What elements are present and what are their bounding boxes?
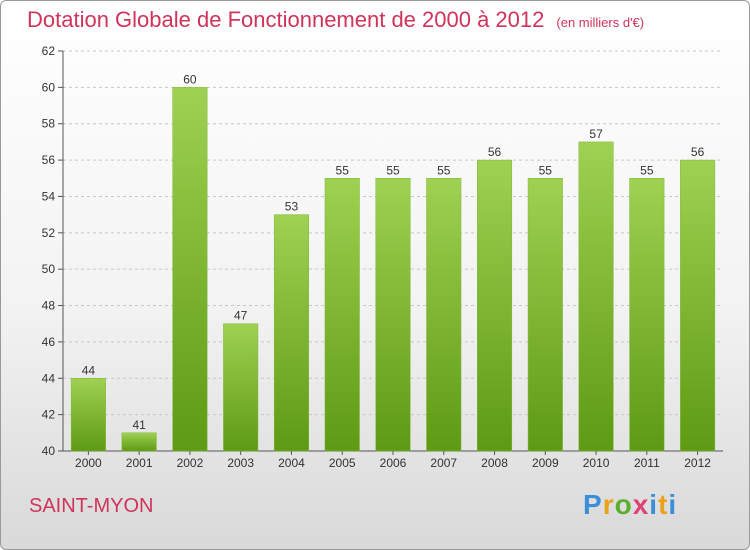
- bar-2012: [680, 159, 716, 452]
- x-tick-label: 2001: [126, 456, 153, 470]
- y-tick-label: 44: [42, 371, 56, 385]
- y-tick-label: 40: [42, 444, 56, 458]
- bar-2005: [324, 178, 360, 452]
- y-tick-label: 42: [42, 408, 56, 422]
- proxiti-logo: Proxiti: [583, 489, 678, 520]
- x-tick-label: 2004: [278, 456, 305, 470]
- x-tick-label: 2010: [583, 456, 610, 470]
- bar-2008: [477, 159, 513, 452]
- bar-value-label: 41: [132, 418, 146, 432]
- x-tick-label: 2009: [532, 456, 559, 470]
- bar-2006: [375, 178, 411, 452]
- bar-value-label: 55: [640, 163, 654, 177]
- x-tick-label: 2011: [634, 456, 660, 470]
- bar-value-label: 57: [589, 127, 603, 141]
- y-tick-label: 58: [42, 117, 56, 131]
- bar-value-label: 55: [386, 163, 400, 177]
- bar-value-label: 53: [285, 200, 299, 214]
- y-tick-label: 56: [42, 153, 56, 167]
- bar-2009: [527, 178, 563, 452]
- x-tick-label: 2007: [430, 456, 457, 470]
- bar-value-label: 55: [539, 163, 553, 177]
- bar-2007: [426, 178, 462, 452]
- bar-value-label: 44: [82, 363, 96, 377]
- bar-2002: [172, 87, 208, 452]
- y-tick-label: 46: [42, 335, 56, 349]
- y-tick-label: 48: [42, 299, 56, 313]
- bar-2011: [629, 178, 665, 452]
- bar-2003: [223, 323, 259, 452]
- x-tick-label: 2002: [177, 456, 204, 470]
- bar-value-label: 47: [234, 309, 248, 323]
- x-tick-label: 2000: [75, 456, 102, 470]
- bar-value-label: 55: [437, 163, 451, 177]
- bar-2010: [578, 141, 614, 452]
- bar-2000: [70, 378, 106, 452]
- bar-2001: [121, 432, 157, 452]
- labels: 40 42 44 46 48 50 52 54 56 58 60 62 44 2000 41 2001 60 20…: [42, 44, 712, 470]
- bar-value-label: 56: [691, 145, 705, 159]
- chart-title: Dotation Globale de Fonctionnement de 20…: [27, 7, 644, 33]
- x-tick-label: 2008: [481, 456, 508, 470]
- chart-subtitle: (en milliers d'€): [556, 15, 645, 30]
- x-tick-label: 2005: [329, 456, 356, 470]
- bar-value-label: 56: [488, 145, 502, 159]
- x-tick-label: 2006: [380, 456, 407, 470]
- y-tick-label: 60: [42, 80, 56, 94]
- bar-2004: [273, 214, 309, 452]
- y-tick-label: 50: [42, 262, 56, 276]
- y-tick-label: 54: [42, 189, 56, 203]
- bar-value-label: 60: [183, 72, 197, 86]
- x-tick-label: 2003: [227, 456, 254, 470]
- commune-name: SAINT-MYON: [29, 495, 154, 517]
- bars: [70, 87, 716, 452]
- y-tick-label: 62: [42, 44, 56, 58]
- bar-value-label: 55: [336, 163, 350, 177]
- y-tick-label: 52: [42, 226, 56, 240]
- chart-title-text: Dotation Globale de Fonctionnement de 20…: [27, 7, 545, 32]
- x-tick-label: 2012: [684, 456, 711, 470]
